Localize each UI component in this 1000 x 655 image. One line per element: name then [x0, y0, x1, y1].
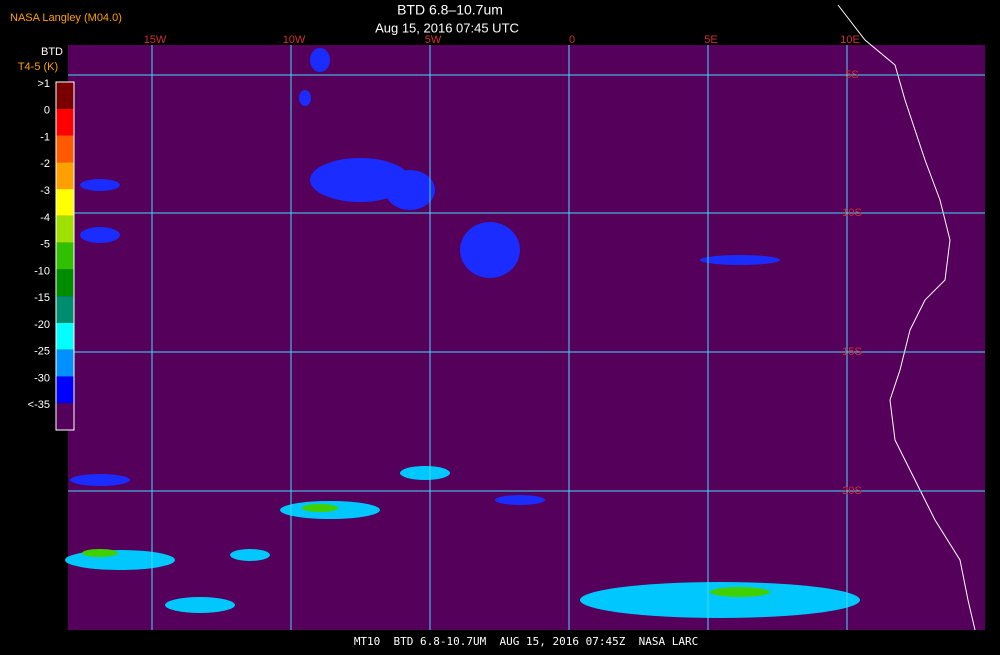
legend-swatch	[56, 242, 74, 270]
legend-swatch	[56, 189, 74, 216]
legend-swatch	[56, 376, 74, 404]
legend-label: -30	[34, 372, 50, 384]
legend-swatch	[56, 269, 74, 297]
legend-swatch	[56, 162, 74, 190]
legend-label: 0	[44, 105, 50, 117]
legend-label: -4	[40, 212, 50, 224]
lon-label: 15W	[144, 34, 167, 46]
lon-label: 5W	[425, 34, 442, 46]
legend-swatch	[56, 322, 74, 350]
legend-swatch	[56, 215, 74, 243]
clouds	[65, 48, 860, 618]
legend-swatch	[56, 349, 74, 377]
coastline	[837, 4, 976, 631]
title: BTD 6.8–10.7um	[397, 2, 503, 18]
lat-label: 10S	[842, 207, 862, 219]
legend-swatch	[56, 296, 74, 323]
graticule	[68, 45, 985, 630]
legend-label: -1	[40, 131, 50, 143]
legend-swatch	[56, 108, 74, 136]
lon-label: 10W	[283, 34, 306, 46]
legend-label: -5	[40, 239, 50, 251]
legend-label: -10	[34, 265, 50, 277]
lon-label: 0	[569, 34, 575, 46]
lon-label: 10E	[840, 34, 860, 46]
legend-swatch	[56, 82, 74, 109]
credit: NASA Langley (M04.0)	[10, 12, 122, 24]
legend-swatch	[56, 403, 74, 430]
legend-label: -20	[34, 319, 50, 331]
legend-label: -2	[40, 158, 50, 170]
lat-label: 15S	[842, 346, 862, 358]
footer: MT10 BTD 6.8-10.7UM AUG 15, 2016 07:45Z …	[354, 635, 698, 648]
subtitle: Aug 15, 2016 07:45 UTC	[375, 20, 519, 35]
legend-subtitle: T4-5 (K)	[18, 61, 58, 73]
lon-label: 5E	[704, 34, 717, 46]
lat-label: 5S	[845, 69, 858, 81]
legend-label: -25	[34, 346, 50, 358]
legend-title: BTD	[41, 46, 63, 58]
legend-frame	[55, 81, 75, 431]
legend-label: >1	[37, 78, 50, 90]
legend-swatch	[56, 135, 74, 163]
legend-label: -15	[34, 292, 50, 304]
map-area	[68, 45, 985, 630]
legend-label: -3	[40, 185, 50, 197]
lat-label: 20S	[842, 485, 862, 497]
legend-label: <-35	[28, 399, 50, 411]
